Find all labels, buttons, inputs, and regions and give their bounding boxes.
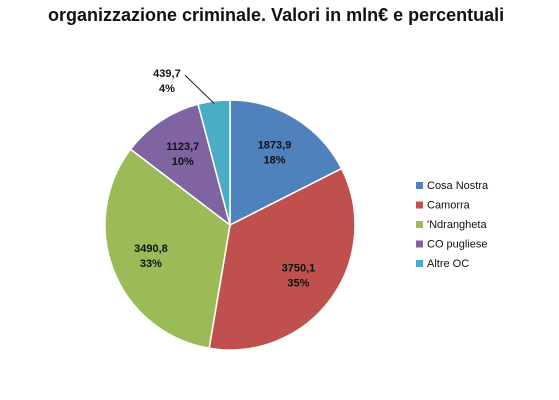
pie-slice [104,148,231,350]
legend-swatch [416,201,423,209]
share-label: 4% [159,83,175,95]
share-label: 10% [172,156,194,168]
value-label: 1123,7 [166,141,199,153]
share-label: 18% [264,155,286,167]
legend-label: 'Ndrangheta [427,219,487,231]
value-label: 3490,8 [134,243,168,255]
value-label: 439,7 [153,68,181,80]
share-label: 35% [287,277,309,289]
leader-line [184,74,215,104]
legend-swatch [416,240,423,248]
chart-title: organizzazione criminale. Valori in mln€… [48,5,505,25]
legend-label: Camorra [427,199,471,211]
pie-slice [208,167,356,351]
legend-label: Cosa Nostra [427,180,489,192]
pie-slice [197,99,231,226]
legend-label: Altre OC [427,258,469,270]
value-label: 3750,1 [282,262,316,274]
legend-label: CO pugliese [427,238,488,250]
legend-swatch [416,182,423,189]
legend-swatch [416,260,423,267]
pie-slice [129,103,232,227]
value-label: 1873,9 [258,140,292,152]
pie-slice [229,99,343,227]
share-label: 33% [140,258,162,270]
legend-swatch [416,221,423,228]
